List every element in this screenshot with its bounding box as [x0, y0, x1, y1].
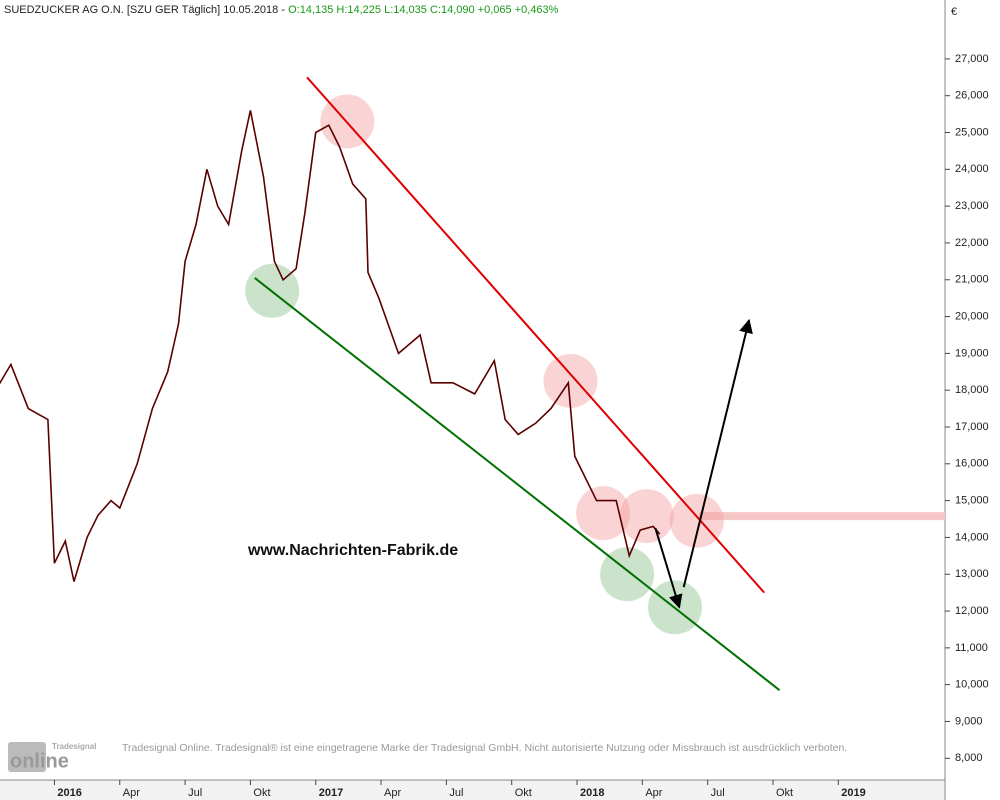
x-tick-label: Jul	[188, 787, 202, 799]
y-tick-label: 9,000	[955, 715, 983, 727]
y-tick-label: 15,000	[955, 495, 989, 507]
y-tick-label: 19,000	[955, 347, 989, 359]
plot-area	[0, 76, 945, 691]
y-tick-label: 23,000	[955, 200, 989, 212]
x-tick-label: 2017	[319, 787, 343, 799]
highlight-circle	[669, 493, 724, 548]
y-tick-label: 14,000	[955, 531, 989, 543]
highlight-circle	[576, 486, 631, 541]
y-tick-label: 21,000	[955, 274, 989, 286]
x-tick-label: Okt	[515, 787, 532, 799]
x-tick-label: 2019	[841, 787, 865, 799]
x-tick-label: Apr	[384, 787, 401, 799]
price-line	[0, 110, 661, 582]
y-tick-label: 26,000	[955, 90, 989, 102]
y-tick-label: 18,000	[955, 384, 989, 396]
y-tick-label: 22,000	[955, 237, 989, 249]
x-tick-label: Apr	[645, 787, 662, 799]
y-tick-label: 8,000	[955, 752, 983, 764]
x-tick-label: Okt	[776, 787, 793, 799]
x-tick-label: Jul	[711, 787, 725, 799]
x-tick-label: 2016	[57, 787, 81, 799]
x-tick-label: 2018	[580, 787, 604, 799]
y-tick-label: 16,000	[955, 458, 989, 470]
y-axis-label: €	[951, 6, 957, 18]
arrow	[654, 527, 683, 609]
y-tick-label: 11,000	[955, 642, 988, 654]
x-tick-label: Okt	[253, 787, 270, 799]
logo-box	[8, 742, 46, 772]
y-tick-label: 10,000	[955, 679, 989, 691]
ohlc: O:14,135 H:14,225 L:14,035 C:14,090 +0,0…	[288, 4, 559, 16]
highlight-circle	[543, 353, 598, 408]
chart-title: SUEDZUCKER AG O.N. [SZU GER Täglich] 10.…	[4, 4, 559, 16]
arrow	[682, 318, 753, 588]
y-tick-label: 12,000	[955, 605, 989, 617]
y-tick-label: 13,000	[955, 568, 989, 580]
logo-name: online	[10, 750, 69, 772]
logo-brand: Tradesignal	[52, 742, 96, 751]
y-tick-label: 17,000	[955, 421, 989, 433]
x-axis-band	[0, 780, 945, 800]
x-tick-label: Jul	[449, 787, 463, 799]
x-tick-label: Apr	[123, 787, 140, 799]
trendline	[254, 277, 781, 691]
logo: Tradesignal online	[8, 742, 96, 772]
y-tick-label: 27,000	[955, 53, 989, 65]
y-tick-label: 20,000	[955, 310, 989, 322]
highlight-circle	[619, 489, 674, 544]
y-tick-label: 24,000	[955, 163, 989, 175]
footer: Tradesignal Online. Tradesignal® ist ein…	[122, 742, 847, 754]
y-tick-label: 25,000	[955, 126, 989, 138]
title: SUEDZUCKER AG O.N. [SZU GER Täglich] 10.…	[4, 4, 285, 16]
watermark: www.Nachrichten-Fabrik.de	[247, 542, 458, 559]
trendline	[306, 76, 766, 594]
